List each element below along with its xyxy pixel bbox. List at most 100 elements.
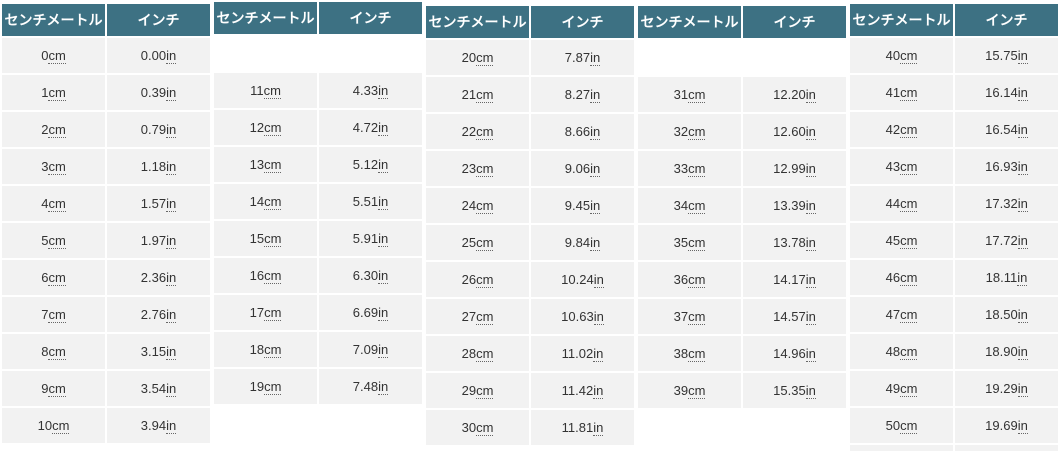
cm-value-cell: 18cm	[214, 332, 317, 367]
inch-unit-label: in	[805, 272, 816, 288]
cm-value-cell: 37cm	[638, 299, 741, 334]
inch-value-cell: 16.14in	[955, 75, 1058, 110]
cm-unit-label: cm	[900, 344, 918, 360]
table-row: 41cm 16.14in	[850, 75, 1058, 110]
cm-value-cell: 1cm	[2, 75, 105, 110]
cm-value-cell: 19cm	[214, 369, 317, 404]
inch-value-cell: 17.32in	[955, 186, 1058, 221]
inch-unit-label: in	[805, 309, 816, 325]
cm-value-cell: 4cm	[2, 186, 105, 221]
inch-value-cell: 18.50in	[955, 297, 1058, 332]
header-row: センチメートル インチ	[214, 2, 422, 34]
cm-unit-label: cm	[688, 235, 706, 251]
table-row: 22cm 8.66in	[426, 114, 634, 149]
inch-column-header: インチ	[743, 6, 846, 38]
cm-unit-label: cm	[900, 196, 918, 212]
inch-unit-label: in	[590, 161, 601, 177]
cm-value-cell: 23cm	[426, 151, 529, 186]
inch-value-cell: 1.18in	[107, 149, 210, 184]
cm-value-cell: 24cm	[426, 188, 529, 223]
header-row: センチメートル インチ	[850, 4, 1058, 36]
table-row: 13cm 5.12in	[214, 147, 422, 182]
table-row: 42cm 16.54in	[850, 112, 1058, 147]
cm-unit-label: cm	[476, 198, 494, 214]
inch-unit-label: in	[166, 85, 177, 101]
inch-value-cell: 8.66in	[531, 114, 634, 149]
table-row: 10cm 3.94in	[2, 408, 210, 443]
cm-value-cell: 46cm	[850, 260, 953, 295]
inch-value-cell: 18.90in	[955, 334, 1058, 369]
cm-unit-label: cm	[900, 270, 918, 286]
inch-unit-label: in	[166, 122, 177, 138]
blank-row	[638, 40, 846, 75]
cm-unit-label: cm	[900, 233, 918, 249]
inch-unit-label: in	[166, 418, 177, 434]
inch-value-cell: 16.93in	[955, 149, 1058, 184]
inch-value-cell: 4.33in	[319, 73, 422, 108]
inch-column-header: インチ	[955, 4, 1058, 36]
cm-value-cell: 38cm	[638, 336, 741, 371]
inch-value-cell: 15.35in	[743, 373, 846, 408]
cm-unit-label: cm	[264, 120, 282, 136]
table-row: 34cm 13.39in	[638, 188, 846, 223]
cm-value-cell: 26cm	[426, 262, 529, 297]
cm-value-cell: 40cm	[850, 38, 953, 73]
table-row: 9cm 3.54in	[2, 371, 210, 406]
blank-cell	[743, 410, 846, 445]
cm-unit-label: cm	[688, 346, 706, 362]
table-row: 15cm 5.91in	[214, 221, 422, 256]
cm-value-cell: 36cm	[638, 262, 741, 297]
blank-cell	[319, 406, 422, 441]
header-row: センチメートル インチ	[2, 4, 210, 36]
table-row: 45cm 17.72in	[850, 223, 1058, 258]
inch-unit-label: in	[166, 344, 177, 360]
inch-unit-label: in	[1017, 122, 1028, 138]
table-row: 5cm 1.97in	[2, 223, 210, 258]
inch-value-cell: 19.69in	[955, 408, 1058, 443]
inch-value-cell: 14.96in	[743, 336, 846, 371]
blank-cell	[214, 36, 317, 71]
inch-unit-label: in	[166, 196, 177, 212]
inch-column-header: インチ	[319, 2, 422, 34]
table-row: 26cm 10.24in	[426, 262, 634, 297]
inch-value-cell: 6.69in	[319, 295, 422, 330]
inch-unit-label: in	[166, 233, 177, 249]
inch-value-cell: 16.54in	[955, 112, 1058, 147]
inch-value-cell: 10.24in	[531, 262, 634, 297]
inch-value-cell: 0.00in	[107, 38, 210, 73]
inch-unit-label: in	[378, 120, 389, 136]
cm-unit-label: cm	[48, 159, 66, 175]
cm-unit-label: cm	[264, 379, 282, 395]
table-row: 38cm 14.96in	[638, 336, 846, 371]
cm-value-cell: 10cm	[2, 408, 105, 443]
inch-value-cell: 8.27in	[531, 77, 634, 112]
table-row: 47cm 18.50in	[850, 297, 1058, 332]
cm-value-cell: 22cm	[426, 114, 529, 149]
cm-value-cell: 31cm	[638, 77, 741, 112]
cm-value-cell: 49cm	[850, 371, 953, 406]
inch-value-cell: 3.94in	[107, 408, 210, 443]
inch-unit-label: in	[593, 420, 604, 436]
cm-value-cell: 21cm	[426, 77, 529, 112]
cm-unit-label: cm	[900, 307, 918, 323]
cm-unit-label: cm	[264, 194, 282, 210]
cm-value-cell: 5cm	[2, 223, 105, 258]
inch-unit-label: in	[378, 268, 389, 284]
cm-unit-label: cm	[48, 196, 66, 212]
blank-cell	[638, 410, 741, 445]
cm-unit-label: cm	[476, 235, 494, 251]
inch-value-cell: 9.84in	[531, 225, 634, 260]
cm-value-cell: 25cm	[426, 225, 529, 260]
inch-value-cell: 15.75in	[955, 38, 1058, 73]
inch-column-header: インチ	[107, 4, 210, 36]
table-row: 8cm 3.15in	[2, 334, 210, 369]
table-row: 11cm 4.33in	[214, 73, 422, 108]
cm-unit-label: cm	[900, 159, 918, 175]
partial-cutoff-cell	[850, 445, 953, 451]
table-row: 32cm 12.60in	[638, 114, 846, 149]
inch-value-cell: 6.30in	[319, 258, 422, 293]
cm-value-cell: 45cm	[850, 223, 953, 258]
cm-unit-label: cm	[476, 87, 494, 103]
conversion-table-40-50cm: センチメートル インチ 40cm 15.75in 41cm 16.14in 42cm 16…	[848, 2, 1060, 453]
cm-column-header: センチメートル	[850, 4, 953, 36]
